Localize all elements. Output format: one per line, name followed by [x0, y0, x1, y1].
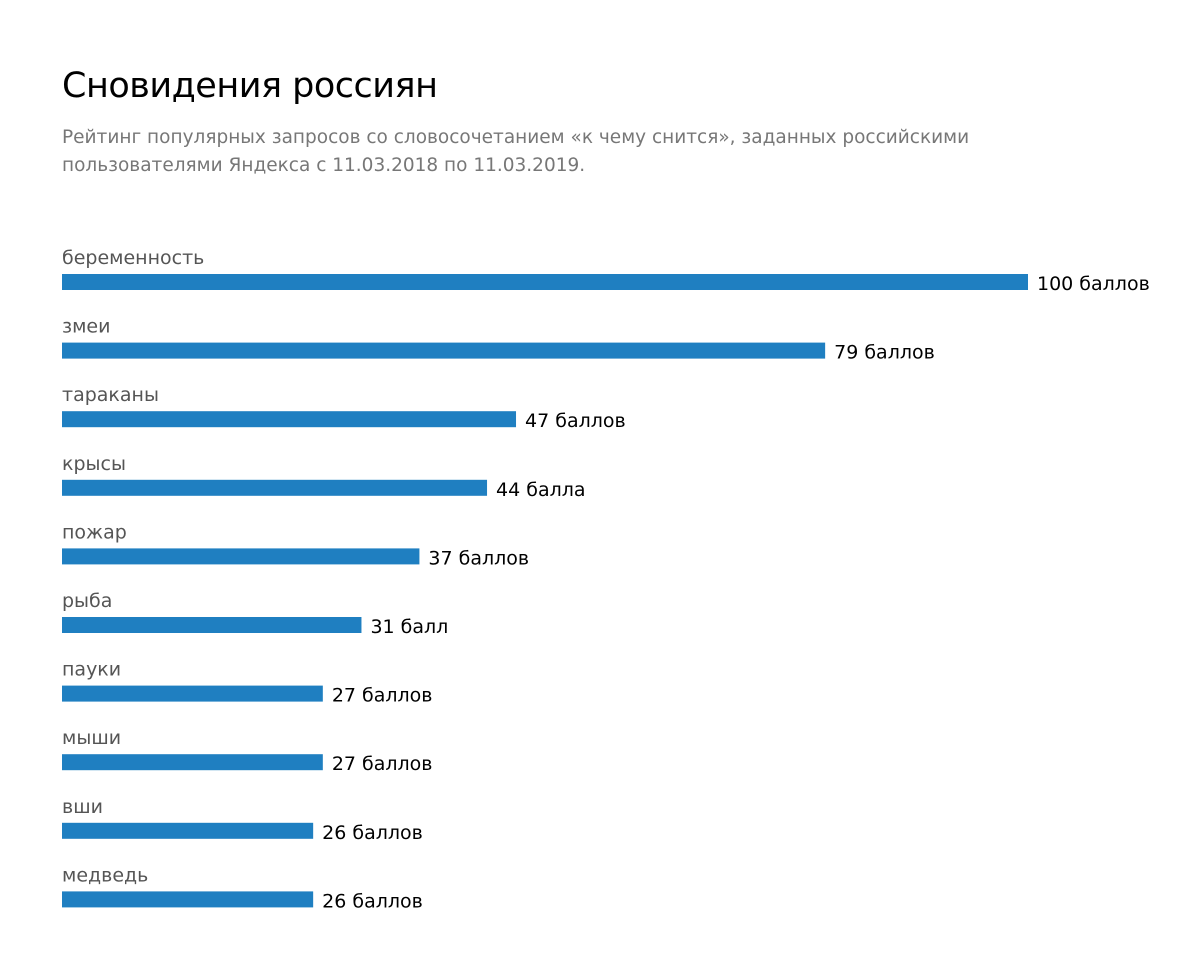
category-label: пожар — [62, 521, 127, 543]
value-label: 27 баллов — [332, 753, 433, 775]
value-label: 100 баллов — [1037, 273, 1150, 295]
bar — [62, 479, 488, 496]
value-label: 79 баллов — [834, 342, 935, 364]
bar — [62, 685, 323, 702]
chart-subtitle-line-2: пользователями Яндекса с 11.03.2018 по 1… — [62, 155, 586, 176]
bar — [62, 617, 362, 633]
value-label: 26 баллов — [322, 890, 423, 912]
value-label: 31 балл — [370, 616, 448, 638]
chart-subtitle-line-1: Рейтинг популярных запросов со словосоче… — [62, 127, 970, 148]
value-label: 44 балла — [496, 479, 586, 501]
bar — [62, 411, 517, 428]
value-label: 47 баллов — [525, 410, 626, 432]
bar — [62, 754, 323, 771]
bar — [62, 342, 826, 359]
category-label: вши — [62, 796, 103, 818]
bar — [62, 891, 314, 908]
category-label: беременность — [62, 247, 204, 269]
category-label: крысы — [62, 453, 126, 475]
category-label: мыши — [62, 727, 121, 749]
category-label: пауки — [62, 659, 121, 681]
value-label: 27 баллов — [332, 685, 433, 707]
category-label: змеи — [62, 316, 110, 338]
value-label: 37 баллов — [428, 547, 529, 569]
category-label: тараканы — [62, 384, 159, 406]
chart-subtitle: Рейтинг популярных запросов со словосоче… — [62, 124, 1062, 180]
bar — [62, 822, 314, 839]
category-label: рыба — [62, 590, 112, 612]
bar — [62, 548, 420, 565]
value-label: 26 баллов — [322, 822, 423, 844]
chart-title: Сновидения россиян — [62, 66, 438, 106]
category-label: медведь — [62, 864, 148, 886]
bar — [62, 274, 1028, 290]
